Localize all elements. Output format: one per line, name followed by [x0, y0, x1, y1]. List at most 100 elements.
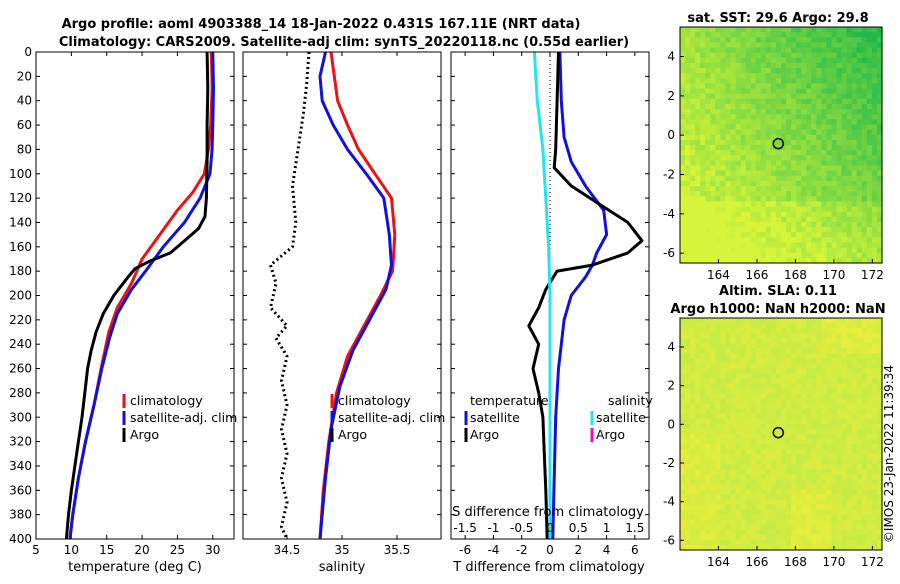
heatmap-cell [770, 534, 777, 541]
heatmap-cell [710, 378, 716, 385]
heatmap-cell [846, 175, 853, 182]
heatmap-cell [740, 180, 747, 187]
heatmap-cell [685, 343, 691, 349]
heatmap-cell [700, 489, 706, 496]
heatmap-cell [821, 150, 828, 156]
heatmap-cell [680, 170, 686, 177]
heatmap-cell [705, 333, 711, 339]
heatmap-cell [690, 514, 696, 521]
heatmap-cell [811, 201, 817, 208]
heatmap-cell [720, 247, 727, 254]
heatmap-cell [821, 373, 828, 380]
heatmap-cell [685, 504, 691, 511]
heatmap-cell [765, 206, 772, 213]
heatmap-cell [750, 73, 757, 79]
heatmap-cell [841, 57, 848, 64]
heatmap-cell [861, 88, 868, 95]
heatmap-cell [740, 539, 747, 546]
heatmap-cell [851, 47, 858, 54]
heatmap-cell [710, 524, 716, 531]
heatmap-cell [680, 160, 686, 167]
heatmap-cell [680, 509, 686, 516]
heatmap-cell [791, 180, 797, 187]
heatmap-cell [685, 62, 691, 69]
heatmap-cell [725, 353, 732, 359]
heatmap-cell [781, 464, 787, 470]
heatmap-cell [690, 428, 696, 435]
heatmap-cell [811, 62, 817, 69]
heatmap-cell [725, 129, 732, 136]
heatmap-cell [851, 444, 858, 450]
heatmap-cell [781, 393, 787, 400]
heatmap-cell [871, 408, 878, 415]
heatmap-cell [745, 221, 752, 228]
heatmap-cell [735, 114, 742, 120]
heatmap-cell [791, 155, 797, 161]
heatmap-cell [685, 124, 691, 131]
heatmap-cell [856, 124, 863, 131]
heatmap-cell [765, 68, 772, 74]
heatmap-cell [821, 434, 828, 440]
x-tick-label: -6 [459, 543, 471, 557]
heatmap-cell [695, 119, 701, 126]
heatmap-cell [841, 494, 848, 501]
heatmap-cell [760, 413, 767, 420]
heatmap-cell [796, 544, 802, 551]
x-tick-label: 35.5 [384, 543, 411, 557]
heatmap-cell [725, 323, 732, 329]
heatmap-cell [846, 539, 853, 546]
heatmap-cell [770, 464, 777, 470]
heatmap-cell [796, 504, 802, 511]
heatmap-cell [856, 155, 863, 161]
heatmap-cell [695, 338, 701, 344]
heatmap-cell [745, 37, 752, 43]
heatmap-cell [710, 529, 716, 536]
heatmap-cell [861, 459, 868, 465]
heatmap-cell [750, 180, 757, 187]
heatmap-cell [730, 449, 737, 455]
heatmap-cell [836, 98, 843, 105]
heatmap-cell [836, 544, 843, 551]
heatmap-cell [685, 145, 691, 151]
heatmap-cell [801, 32, 807, 38]
heatmap-cell [695, 474, 701, 480]
heatmap-cell [765, 383, 772, 390]
heatmap-cell [786, 474, 792, 480]
heatmap-cell [791, 408, 797, 415]
heatmap-cell [861, 383, 868, 390]
heatmap-cell [816, 206, 822, 213]
heatmap-cell [851, 494, 858, 501]
heatmap-cell [811, 247, 817, 254]
heatmap-cell [760, 252, 767, 259]
heatmap-cell [841, 247, 848, 254]
heatmap-cell [755, 459, 762, 465]
heatmap-cell [826, 150, 833, 156]
heatmap-cell [695, 388, 701, 395]
heatmap-cell [770, 418, 777, 425]
heatmap-cell [871, 534, 878, 541]
heatmap-cell [745, 124, 752, 131]
heatmap-cell [705, 519, 711, 526]
heatmap-cell [725, 444, 732, 450]
heatmap-cell [770, 484, 777, 491]
heatmap-cell [725, 211, 732, 218]
heatmap-cell [760, 257, 767, 264]
heatmap-cell [700, 323, 706, 329]
heatmap-cell [821, 464, 828, 470]
heatmap-cell [811, 373, 817, 380]
heatmap-cell [826, 155, 833, 161]
heatmap-cell [836, 499, 843, 506]
heatmap-cell [861, 242, 868, 249]
heatmap-cell [851, 343, 858, 349]
heatmap-cell [735, 175, 742, 182]
heatmap-cell [841, 32, 848, 38]
heatmap-cell [725, 459, 732, 465]
heatmap-cell [775, 139, 782, 146]
heatmap-cell [730, 206, 737, 213]
heatmap-cell [811, 388, 817, 395]
heatmap-cell [730, 145, 737, 151]
heatmap-cell [826, 428, 833, 435]
heatmap-cell [695, 47, 701, 54]
heatmap-cell [836, 383, 843, 390]
heatmap-cell [710, 232, 716, 238]
